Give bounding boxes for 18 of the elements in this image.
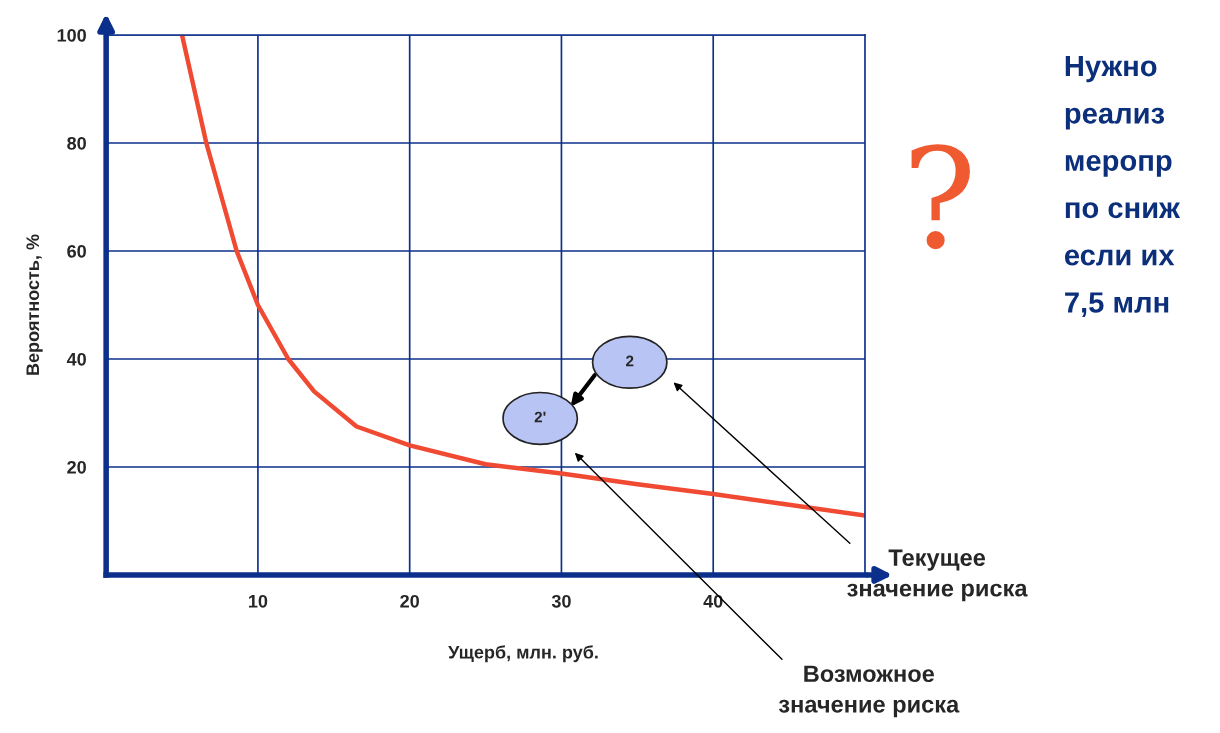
annotation: 2 bbox=[626, 355, 634, 367]
annotation: 2' bbox=[534, 411, 546, 423]
line-series bbox=[179, 35, 865, 518]
y-tick-label: 100 bbox=[57, 28, 86, 42]
text: Возможное значение риска bbox=[778, 665, 960, 718]
x-tick-label: 10 bbox=[249, 594, 268, 608]
y-tick-label: 20 bbox=[67, 460, 86, 474]
text: Нужно реализ меропр по сниж если их 7,5 млн bbox=[1064, 56, 1181, 317]
x-tick-label: 20 bbox=[400, 594, 419, 608]
y-axis-title: Вероятность, % bbox=[26, 234, 43, 375]
y-tick-label: 80 bbox=[67, 136, 86, 150]
text: ? bbox=[911, 144, 970, 250]
y-tick-label: 40 bbox=[66, 352, 86, 366]
y-tick-label: 60 bbox=[67, 244, 86, 258]
x-tick-label: 30 bbox=[551, 594, 571, 608]
annotation: Текущее значение риска bbox=[847, 549, 1028, 602]
x-tick-label: 40 bbox=[703, 594, 723, 608]
x-axis-title: Ущерб, млн. руб. bbox=[448, 645, 598, 663]
